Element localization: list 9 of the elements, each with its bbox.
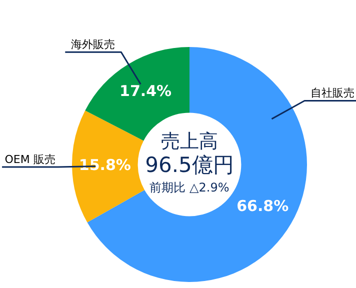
- slice-label: 海外販売: [71, 38, 116, 52]
- data-label: 66.8%: [236, 196, 289, 215]
- text: 96.5億円: [145, 152, 234, 177]
- slice-label: OEM 販売: [4, 152, 56, 166]
- data-label: 17.4%: [120, 82, 172, 100]
- slice-label: 自社販売: [310, 86, 355, 100]
- text: 売上高: [161, 130, 218, 152]
- data-label: 15.8%: [78, 156, 131, 174]
- text: 前期比 △2.9%: [150, 180, 230, 195]
